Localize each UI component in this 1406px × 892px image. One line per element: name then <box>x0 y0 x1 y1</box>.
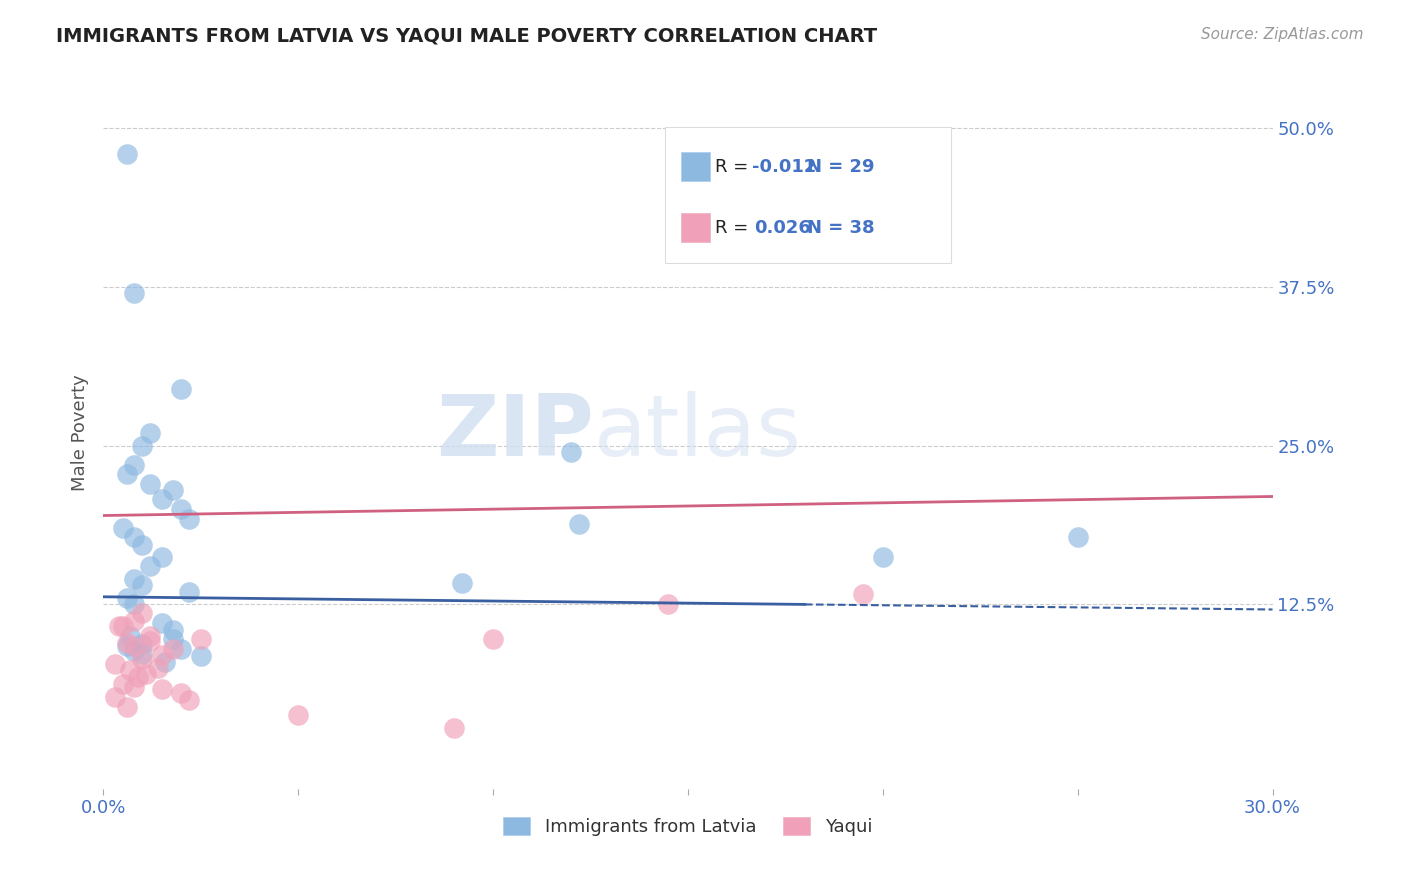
Point <box>443 721 465 735</box>
Point <box>124 458 146 472</box>
Point <box>135 667 157 681</box>
Point <box>170 641 193 656</box>
Point <box>162 483 184 497</box>
Point <box>115 146 138 161</box>
Point <box>139 634 162 648</box>
Point <box>127 670 149 684</box>
Point <box>124 614 146 628</box>
Point <box>111 677 134 691</box>
Point <box>139 425 162 440</box>
Legend: Immigrants from Latvia, Yaqui: Immigrants from Latvia, Yaqui <box>496 810 880 844</box>
Point <box>131 578 153 592</box>
Text: IMMIGRANTS FROM LATVIA VS YAQUI MALE POVERTY CORRELATION CHART: IMMIGRANTS FROM LATVIA VS YAQUI MALE POV… <box>56 27 877 45</box>
Point <box>111 521 134 535</box>
Point <box>139 629 162 643</box>
Point <box>170 502 193 516</box>
Point <box>107 619 129 633</box>
Point <box>162 641 184 656</box>
Text: atlas: atlas <box>595 392 803 475</box>
Point <box>111 619 134 633</box>
Point <box>115 591 138 605</box>
Text: R =: R = <box>716 219 759 236</box>
Point <box>568 517 591 532</box>
Text: 0.026: 0.026 <box>755 219 811 236</box>
Point <box>287 707 309 722</box>
Point <box>657 598 679 612</box>
Point <box>104 657 127 671</box>
Point <box>162 632 184 646</box>
Point <box>131 439 153 453</box>
Point <box>170 382 193 396</box>
Point <box>115 467 138 481</box>
Point <box>146 661 169 675</box>
Point <box>150 550 173 565</box>
Point <box>124 286 146 301</box>
Point <box>150 491 173 506</box>
Point <box>177 584 200 599</box>
Point <box>150 648 173 663</box>
Point <box>131 538 153 552</box>
Point <box>131 637 153 651</box>
Text: -0.012: -0.012 <box>752 158 815 176</box>
Point <box>131 647 153 661</box>
Y-axis label: Male Poverty: Male Poverty <box>72 375 89 491</box>
Point <box>124 530 146 544</box>
Point <box>115 635 138 649</box>
Text: ZIP: ZIP <box>436 392 595 475</box>
Point <box>120 629 142 643</box>
Point <box>482 632 505 646</box>
Point <box>190 632 212 646</box>
Text: N = 38: N = 38 <box>807 219 875 236</box>
Point <box>124 680 146 694</box>
Point <box>139 476 162 491</box>
Point <box>104 690 127 705</box>
Point <box>124 598 146 612</box>
Point <box>155 655 177 669</box>
Point <box>1066 530 1088 544</box>
Point <box>120 664 142 678</box>
Point <box>450 575 472 590</box>
Point <box>852 587 875 601</box>
Point <box>139 559 162 574</box>
Point <box>115 640 138 654</box>
Point <box>131 607 153 621</box>
Point <box>115 700 138 714</box>
Point <box>560 445 582 459</box>
Point <box>150 682 173 697</box>
Point <box>124 640 146 654</box>
Point <box>177 692 200 706</box>
Point <box>170 686 193 700</box>
Text: N = 29: N = 29 <box>807 158 875 176</box>
Point <box>872 550 894 565</box>
Text: Source: ZipAtlas.com: Source: ZipAtlas.com <box>1201 27 1364 42</box>
Point <box>162 623 184 637</box>
Point <box>124 644 146 658</box>
Text: R =: R = <box>716 158 754 176</box>
Point <box>150 616 173 631</box>
Point <box>124 572 146 586</box>
Point <box>190 649 212 664</box>
Point <box>131 652 153 666</box>
Point <box>177 512 200 526</box>
